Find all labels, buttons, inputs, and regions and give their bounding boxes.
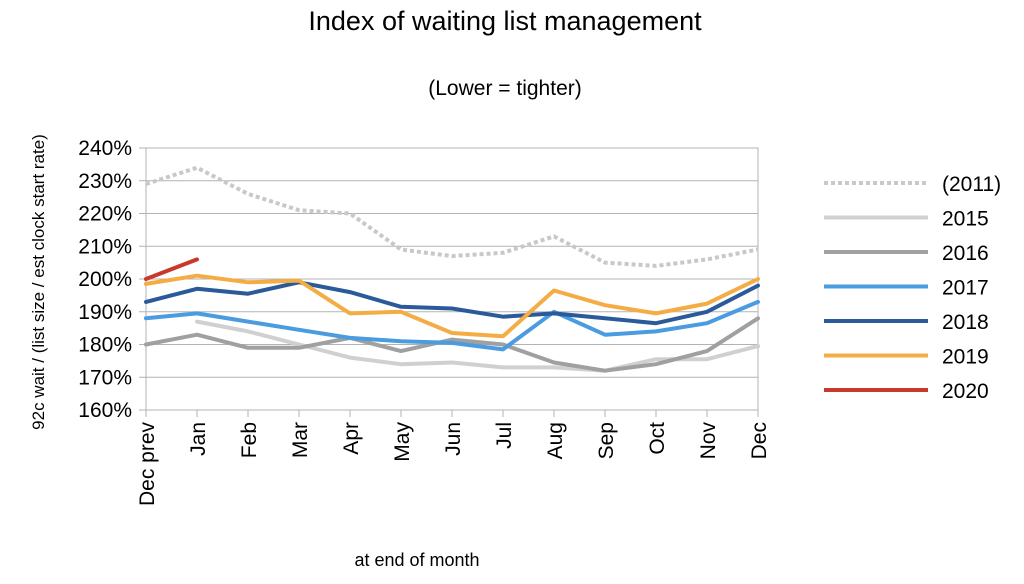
y-tick-label: 240% [78, 137, 132, 160]
chart-title: Index of waiting list management [308, 6, 702, 36]
series-line-2015 [195, 319, 760, 373]
x-tick-label: Apr [340, 422, 363, 455]
series-line-2019 [144, 273, 760, 339]
series-line-2016 [144, 316, 760, 373]
y-tick-label: 160% [78, 399, 132, 422]
x-tick-label: Jun [442, 422, 465, 456]
x-tick-label: Sep [595, 422, 618, 459]
x-tick-label: Jan [187, 422, 210, 456]
legend-label: (2011) [942, 173, 1001, 196]
x-tick-label: May [391, 422, 414, 462]
y-axis-label: 92c wait / (list size / est clock start … [29, 134, 48, 430]
y-tick-label: 200% [78, 268, 132, 291]
x-tick-label: Mar [289, 422, 312, 458]
y-tick-label: 190% [78, 301, 132, 324]
y-tick-label: 220% [78, 203, 132, 226]
series-line-2020 [144, 257, 199, 281]
series-line-2018 [144, 280, 760, 326]
legend-label: 2019 [942, 346, 989, 369]
y-tick-label: 210% [78, 235, 132, 258]
x-tick-label: Dec [748, 422, 771, 459]
series-line-2017 [144, 299, 760, 352]
legend-label: 2016 [942, 242, 989, 265]
x-axis-label: at end of month [354, 550, 479, 570]
y-tick-label: 230% [78, 170, 132, 193]
x-tick-label: Feb [238, 422, 261, 458]
legend-label: 2015 [942, 208, 989, 231]
legend-label: 2017 [942, 277, 989, 300]
legend-label: 2020 [942, 380, 989, 403]
legend-label: 2018 [942, 311, 989, 334]
y-tick-label: 170% [78, 366, 132, 389]
chart-subtitle: (Lower = tighter) [428, 77, 581, 100]
series-line-2011 [145, 165, 759, 268]
x-tick-label: Oct [646, 422, 669, 455]
x-tick-label: Nov [697, 422, 720, 460]
x-tick-label: Aug [544, 422, 567, 459]
y-tick-label: 180% [78, 334, 132, 357]
x-tick-label: Jul [493, 422, 516, 449]
x-tick-label: Dec prev [136, 422, 159, 507]
